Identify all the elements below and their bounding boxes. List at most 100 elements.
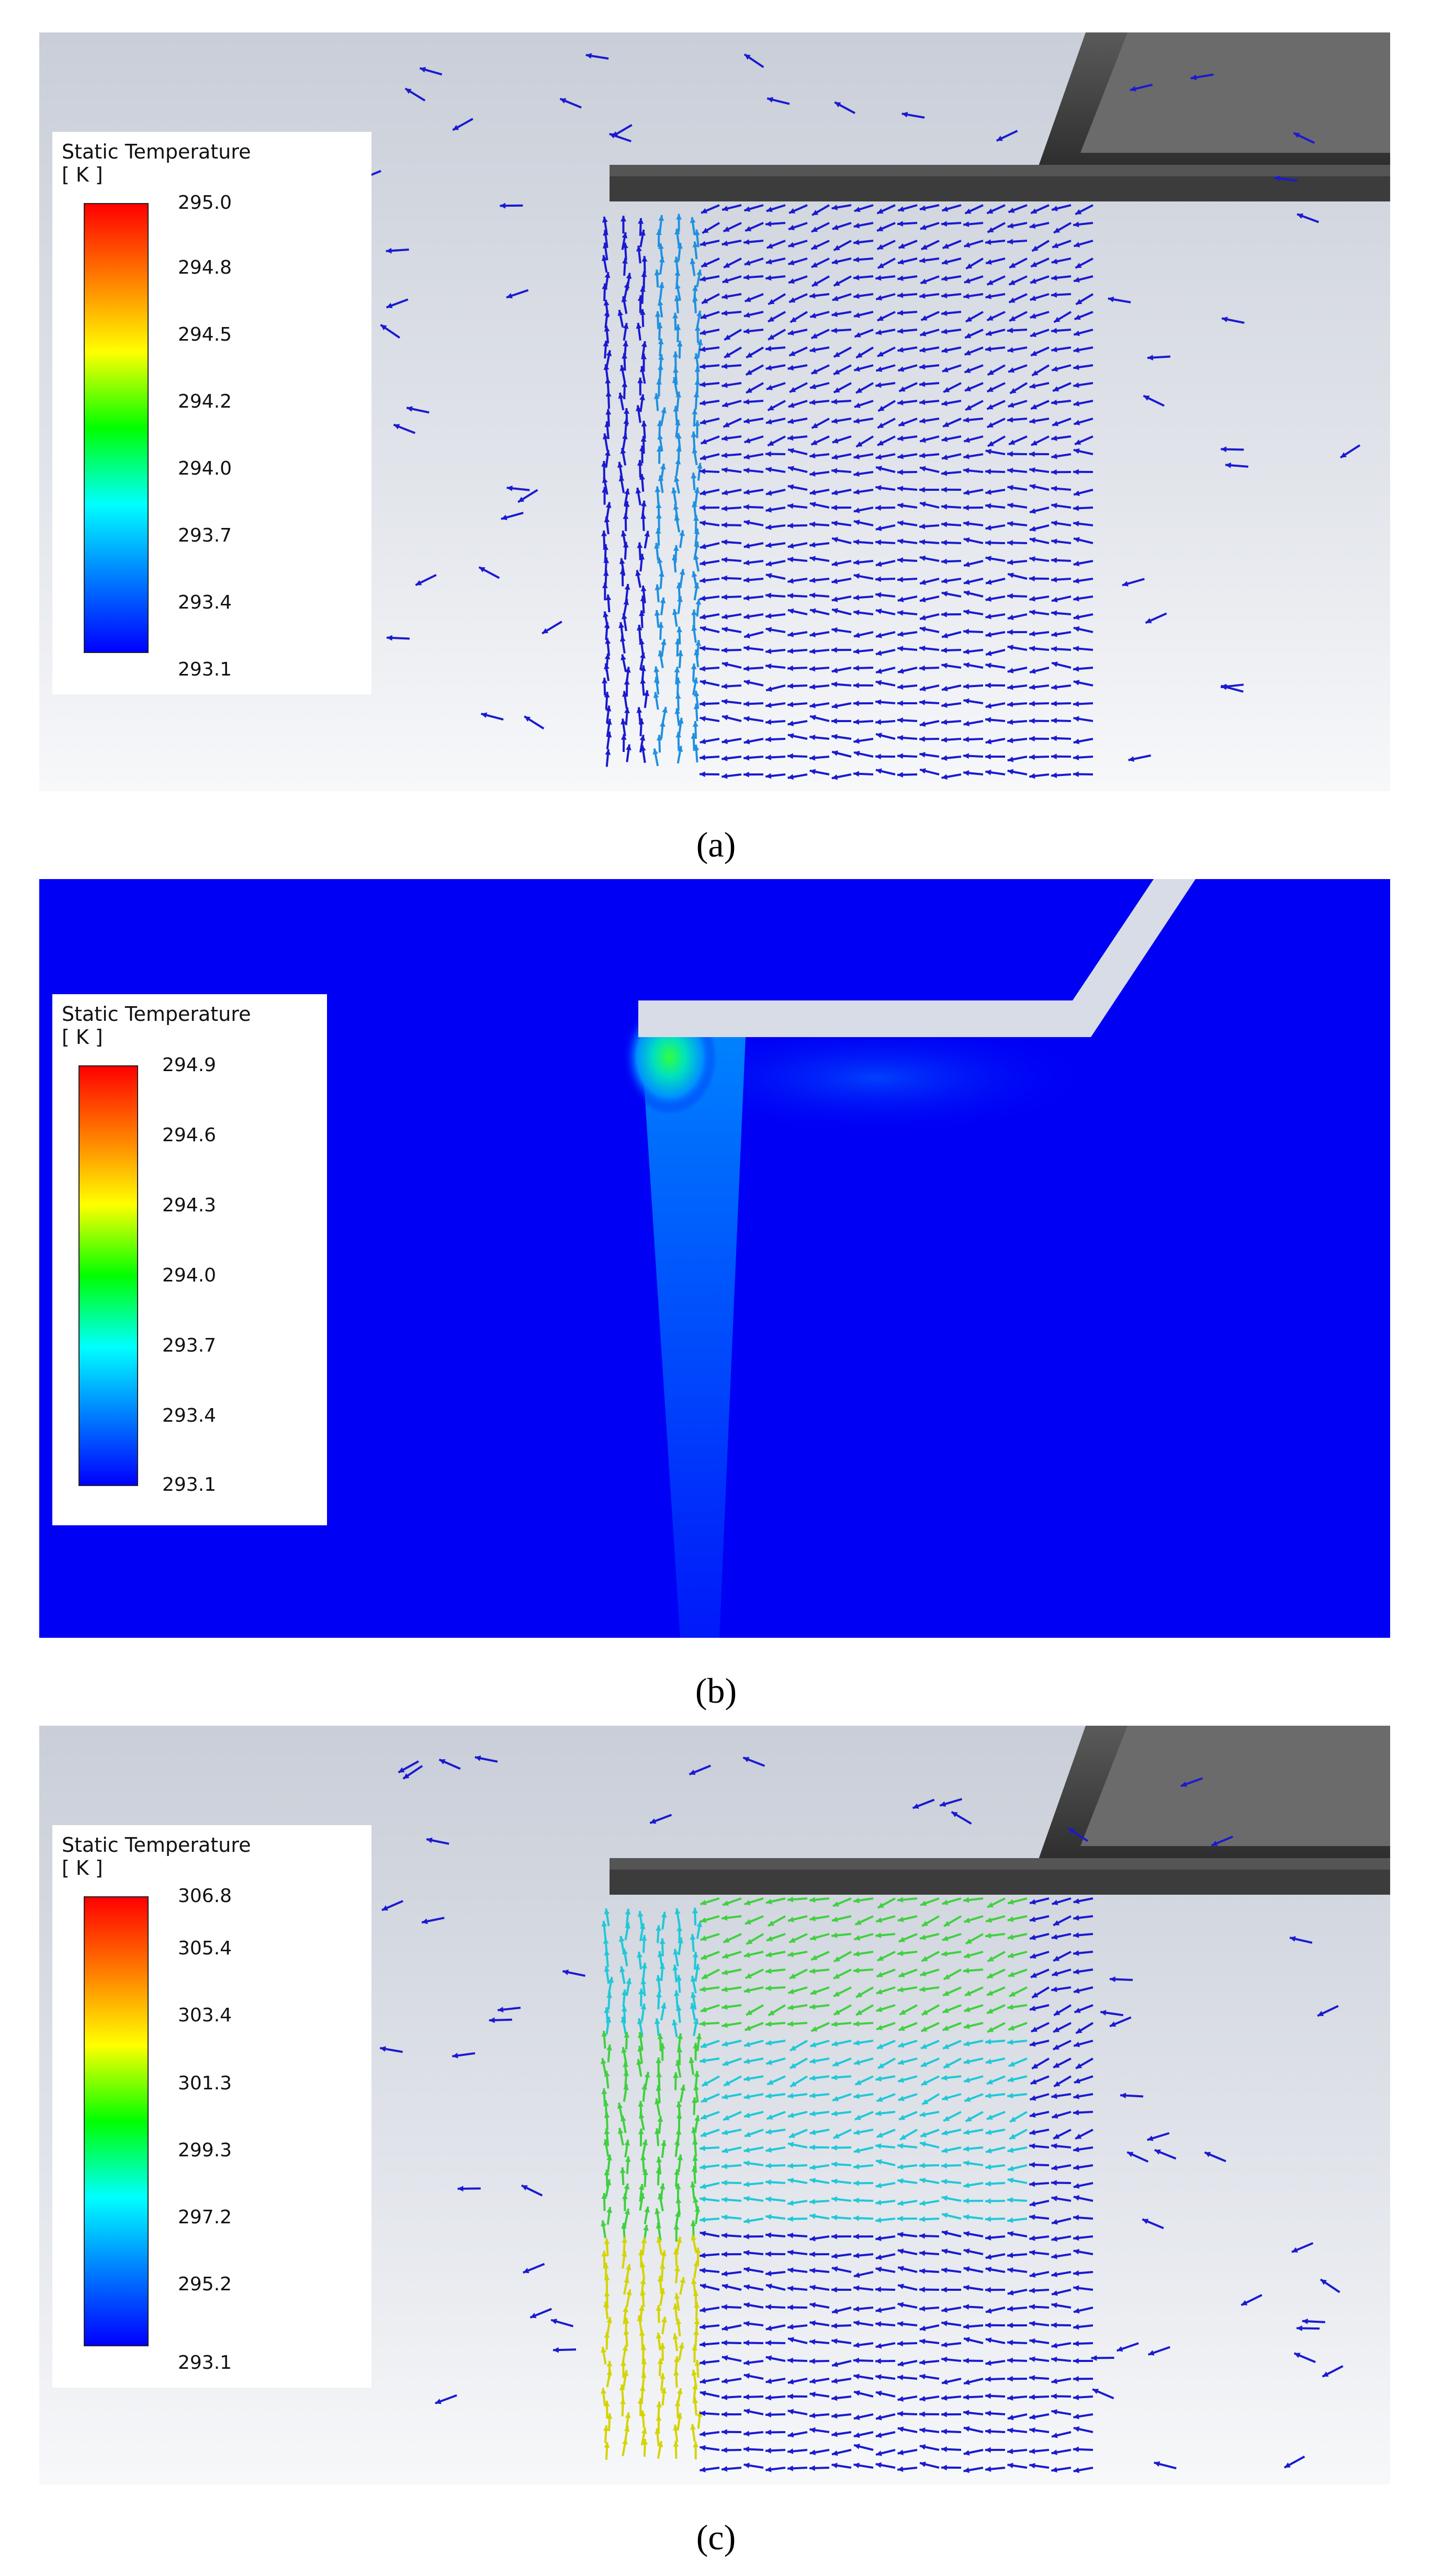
vector-arrowhead — [1051, 717, 1057, 724]
vector-arrowhead — [700, 1935, 707, 1941]
vector-arrowhead — [765, 419, 772, 425]
vector-arrowhead — [787, 2232, 794, 2238]
vector-arrowhead — [700, 595, 706, 601]
vector-arrowhead — [1073, 2341, 1079, 2347]
vector-arrowhead — [963, 2058, 970, 2065]
vector-arrowhead — [941, 2130, 948, 2136]
vector-arrowhead — [878, 406, 885, 411]
vector-arrowhead — [1073, 646, 1079, 652]
vector-arrowhead — [622, 353, 627, 359]
vector-arrowhead — [853, 2147, 860, 2154]
vector-arrowhead — [875, 454, 882, 460]
vector-arrowhead — [920, 2461, 926, 2467]
vector-arrowhead — [640, 1978, 647, 1985]
vector-arrowhead — [811, 333, 818, 339]
vector-arrowhead — [853, 2432, 860, 2438]
vector-arrowhead — [987, 315, 994, 321]
vector-arrowhead — [831, 2178, 838, 2185]
vector-arrowhead — [622, 381, 628, 387]
legend-c: Static Temperature [ K ] 306.8 305.4 303… — [52, 1825, 371, 2388]
vector-arrowhead — [853, 2215, 859, 2221]
vector-arrowhead — [985, 2308, 992, 2314]
vector-arrowhead — [603, 611, 608, 618]
vector-arrowhead — [985, 2376, 991, 2382]
vector-arrowhead — [743, 2147, 750, 2153]
vector-arrowhead — [721, 435, 728, 442]
vector-arrowhead — [941, 1951, 948, 1957]
vector-arrowhead — [696, 269, 702, 276]
vector-arrowhead — [386, 635, 392, 641]
vector-arrowhead — [601, 1920, 607, 1927]
vector-arrowhead — [765, 1985, 772, 1991]
legend-c-tick: 305.4 — [178, 1938, 232, 1959]
vector-arrowhead — [765, 1968, 772, 1974]
vector-arrowhead — [650, 1818, 657, 1824]
vector-arrowhead — [623, 2070, 629, 2076]
vector-arrowhead — [853, 222, 860, 229]
vector-arrowhead — [920, 2132, 927, 2138]
vector-arrowhead — [876, 2159, 882, 2165]
vector-arrowhead — [1007, 701, 1013, 707]
vector-arrowhead — [603, 2425, 609, 2431]
vector-arrowhead — [1143, 396, 1150, 401]
vector-arrowhead — [1302, 2318, 1308, 2324]
vector-arrowhead — [787, 2432, 794, 2438]
vector-arrowhead — [985, 2093, 991, 2099]
vector-arrowhead — [1073, 2467, 1080, 2473]
vector-arrowhead — [721, 575, 727, 581]
legend-a-tick: 293.1 — [178, 659, 232, 680]
vector-arrowhead — [985, 2466, 991, 2472]
vector-arrowhead — [919, 2325, 926, 2331]
vector-arrowhead — [941, 521, 948, 527]
vector-arrowhead — [942, 2230, 948, 2236]
vector-arrowhead — [787, 2177, 794, 2184]
vector-arrowhead — [941, 774, 948, 780]
vector-arrowhead — [640, 2154, 646, 2161]
vector-arrowhead — [1100, 2010, 1107, 2016]
vector-arrowhead — [1074, 330, 1080, 336]
vector-arrowhead — [1051, 2322, 1057, 2328]
vector-arrowhead — [1075, 439, 1081, 445]
vector-arrowhead — [506, 485, 513, 491]
vector-arrowhead — [721, 2214, 728, 2220]
vector-arrowhead — [694, 2360, 701, 2366]
vector-arrowhead — [877, 2043, 883, 2049]
vector-arrowhead — [603, 299, 610, 306]
vector-arrowhead — [987, 2008, 994, 2014]
vector-arrowhead — [700, 2252, 706, 2258]
vector-arrowhead — [877, 1903, 884, 1908]
vector-arrowhead — [743, 679, 750, 685]
vector-arrowhead — [921, 2043, 927, 2049]
vector-arrowhead — [941, 400, 948, 407]
vector-arrowhead — [638, 2101, 644, 2107]
vector-arrowhead — [811, 423, 818, 429]
vector-arrowhead — [676, 626, 682, 633]
vector-arrowhead — [605, 502, 612, 508]
vector-arrowhead — [1052, 2432, 1058, 2438]
vector-arrowhead — [853, 2040, 860, 2046]
vector-arrowhead — [745, 1973, 752, 1978]
vector-arrowhead — [832, 296, 839, 301]
vector-arrowhead — [853, 682, 859, 689]
vector-arrowhead — [831, 311, 838, 317]
vector-arrowhead — [787, 631, 794, 637]
vector-arrowhead — [809, 2004, 816, 2010]
vector-arrowhead — [694, 649, 700, 656]
vector-arrowhead — [674, 2169, 680, 2175]
vector-arrowhead — [1051, 2236, 1058, 2242]
vector-arrowhead — [676, 446, 682, 452]
vector-arrowhead — [743, 520, 750, 526]
vector-arrowhead — [831, 681, 838, 688]
vector-arrowhead — [987, 1973, 994, 1978]
vector-arrowhead — [1073, 2214, 1079, 2221]
vector-arrowhead — [831, 2214, 838, 2221]
vector-arrowhead — [692, 285, 698, 291]
vector-arrowhead — [674, 638, 681, 645]
vector-arrowhead — [919, 721, 926, 727]
vector-arrowhead — [1051, 453, 1057, 459]
vector-arrowhead — [986, 2079, 993, 2085]
vector-arrowhead — [743, 2373, 750, 2379]
vector-arrowhead — [963, 698, 969, 704]
vector-arrowhead — [1073, 2270, 1079, 2276]
vector-arrowhead — [624, 488, 630, 495]
